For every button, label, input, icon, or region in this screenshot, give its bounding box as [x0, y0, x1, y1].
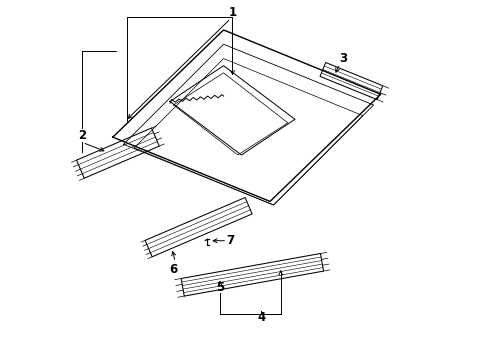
- Text: 2: 2: [78, 129, 87, 142]
- Text: 7: 7: [227, 234, 235, 247]
- Text: 4: 4: [257, 311, 265, 324]
- Text: 5: 5: [216, 281, 224, 294]
- Text: 3: 3: [339, 52, 347, 65]
- Text: 6: 6: [170, 263, 178, 276]
- Text: 1: 1: [228, 6, 237, 19]
